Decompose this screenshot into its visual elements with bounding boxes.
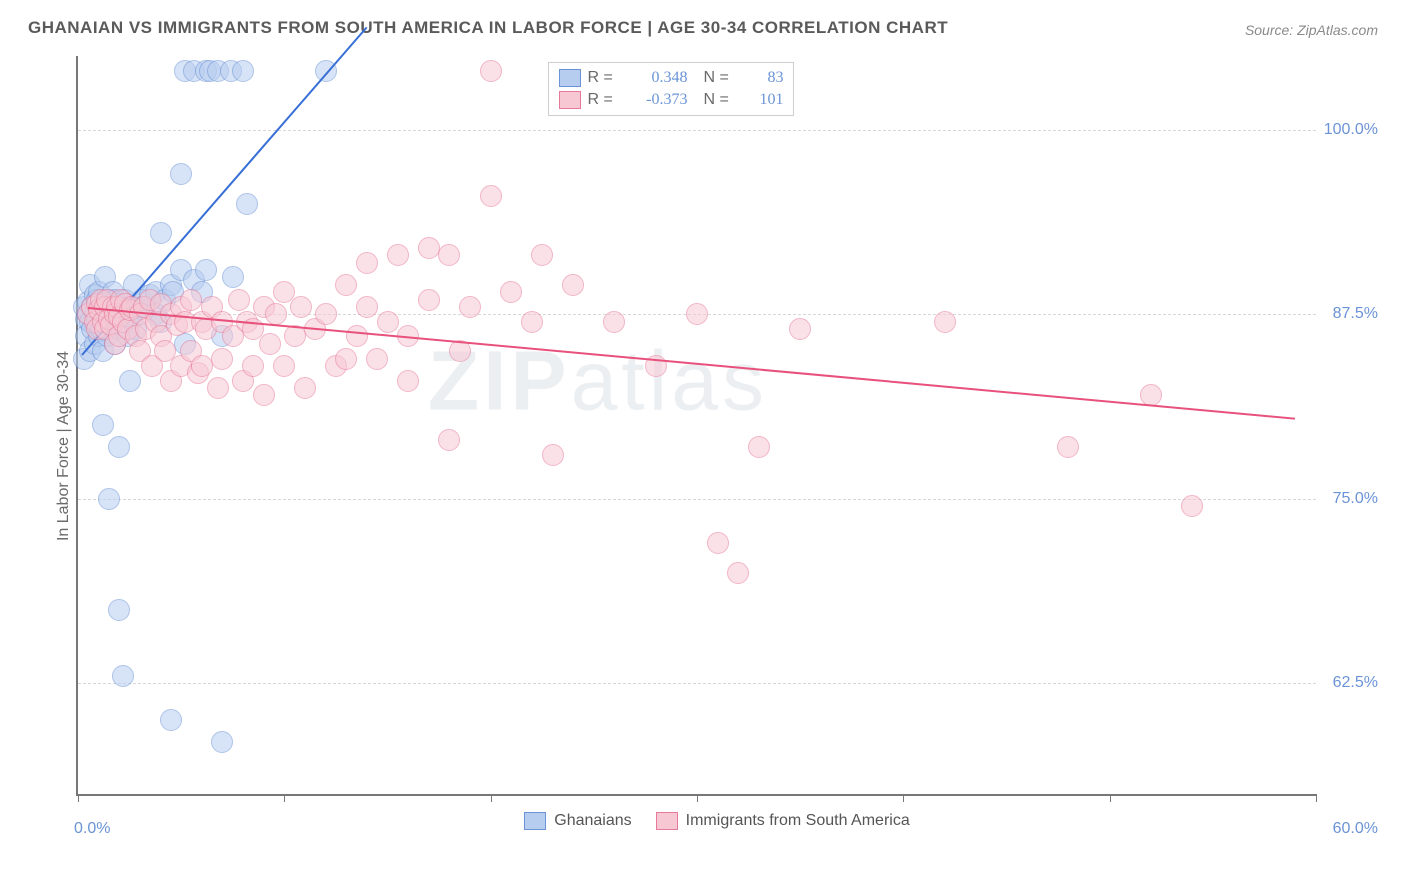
scatter-point xyxy=(108,599,130,621)
scatter-point xyxy=(207,377,229,399)
scatter-point xyxy=(259,333,281,355)
stat-value-r: -0.373 xyxy=(627,91,687,109)
legend-bottom: Ghanaians Immigrants from South America xyxy=(48,812,1386,830)
scatter-point xyxy=(531,244,553,266)
ytick-label: 100.0% xyxy=(1324,121,1378,139)
page-root: GHANAIAN VS IMMIGRANTS FROM SOUTH AMERIC… xyxy=(0,0,1406,892)
xtick-mark xyxy=(491,794,492,802)
scatter-point xyxy=(232,60,254,82)
scatter-point xyxy=(236,193,258,215)
scatter-point xyxy=(222,266,244,288)
scatter-point xyxy=(191,355,213,377)
scatter-point xyxy=(438,429,460,451)
scatter-point xyxy=(397,370,419,392)
scatter-point xyxy=(294,377,316,399)
scatter-point xyxy=(170,163,192,185)
scatter-point xyxy=(315,303,337,325)
legend-bottom-label: Immigrants from South America xyxy=(686,812,910,830)
stat-label-r: R = xyxy=(587,91,621,109)
ytick-label: 87.5% xyxy=(1333,305,1378,323)
scatter-point xyxy=(377,311,399,333)
scatter-point xyxy=(356,252,378,274)
legend-stats-row: R = -0.373 N = 101 xyxy=(559,89,783,111)
scatter-point xyxy=(290,296,312,318)
scatter-point xyxy=(253,384,275,406)
xtick-mark xyxy=(697,794,698,802)
stat-label-n: N = xyxy=(703,69,737,87)
scatter-point xyxy=(211,348,233,370)
scatter-point xyxy=(727,562,749,584)
legend-stats-row: R = 0.348 N = 83 xyxy=(559,67,783,89)
scatter-point xyxy=(480,185,502,207)
chart-container: In Labor Force | Age 30-34 ZIPatlas 62.5… xyxy=(48,56,1386,836)
y-axis-label: In Labor Force | Age 30-34 xyxy=(55,351,73,541)
scatter-point xyxy=(438,244,460,266)
scatter-point xyxy=(418,237,440,259)
stat-label-r: R = xyxy=(587,69,621,87)
ytick-label: 62.5% xyxy=(1333,674,1378,692)
xtick-mark xyxy=(1110,794,1111,802)
title-bar: GHANAIAN VS IMMIGRANTS FROM SOUTH AMERIC… xyxy=(0,0,1406,44)
scatter-point xyxy=(1057,436,1079,458)
scatter-point xyxy=(387,244,409,266)
scatter-point xyxy=(459,296,481,318)
xtick-mark xyxy=(284,794,285,802)
chart-title: GHANAIAN VS IMMIGRANTS FROM SOUTH AMERIC… xyxy=(28,18,948,38)
scatter-point xyxy=(1181,495,1203,517)
gridline-h xyxy=(78,130,1316,131)
xtick-mark xyxy=(1316,794,1317,802)
scatter-point xyxy=(562,274,584,296)
scatter-point xyxy=(112,665,134,687)
scatter-point xyxy=(242,355,264,377)
source-credit: Source: ZipAtlas.com xyxy=(1245,22,1378,38)
scatter-point xyxy=(150,222,172,244)
scatter-point xyxy=(603,311,625,333)
scatter-point xyxy=(335,348,357,370)
watermark: ZIPatlas xyxy=(428,332,768,429)
legend-bottom-item: Ghanaians xyxy=(524,812,631,830)
scatter-point xyxy=(195,259,217,281)
legend-stats: R = 0.348 N = 83 R = -0.373 N = 101 xyxy=(548,62,794,116)
legend-swatch xyxy=(656,812,678,830)
scatter-point xyxy=(707,532,729,554)
scatter-point xyxy=(346,325,368,347)
xtick-mark xyxy=(903,794,904,802)
scatter-point xyxy=(273,355,295,377)
scatter-point xyxy=(500,281,522,303)
scatter-point xyxy=(228,289,250,311)
legend-bottom-label: Ghanaians xyxy=(554,812,631,830)
scatter-point xyxy=(934,311,956,333)
ytick-label: 75.0% xyxy=(1333,490,1378,508)
gridline-h xyxy=(78,499,1316,500)
scatter-point xyxy=(92,414,114,436)
scatter-point xyxy=(418,289,440,311)
scatter-point xyxy=(480,60,502,82)
stat-value-n: 83 xyxy=(743,69,783,87)
scatter-point xyxy=(265,303,287,325)
scatter-point xyxy=(366,348,388,370)
scatter-point xyxy=(211,731,233,753)
scatter-point xyxy=(98,488,120,510)
stat-value-r: 0.348 xyxy=(627,69,687,87)
xtick-mark xyxy=(78,794,79,802)
scatter-point xyxy=(686,303,708,325)
plot-area: ZIPatlas 62.5%75.0%87.5%100.0%0.0%60.0%R… xyxy=(76,56,1316,796)
scatter-point xyxy=(160,709,182,731)
scatter-point xyxy=(119,370,141,392)
scatter-point xyxy=(542,444,564,466)
scatter-point xyxy=(789,318,811,340)
legend-swatch xyxy=(524,812,546,830)
stat-value-n: 101 xyxy=(743,91,783,109)
stat-label-n: N = xyxy=(703,91,737,109)
scatter-point xyxy=(356,296,378,318)
legend-swatch xyxy=(559,91,581,109)
scatter-point xyxy=(748,436,770,458)
legend-bottom-item: Immigrants from South America xyxy=(656,812,910,830)
scatter-point xyxy=(180,289,202,311)
legend-swatch xyxy=(559,69,581,87)
scatter-point xyxy=(335,274,357,296)
scatter-point xyxy=(108,436,130,458)
gridline-h xyxy=(78,683,1316,684)
scatter-point xyxy=(521,311,543,333)
